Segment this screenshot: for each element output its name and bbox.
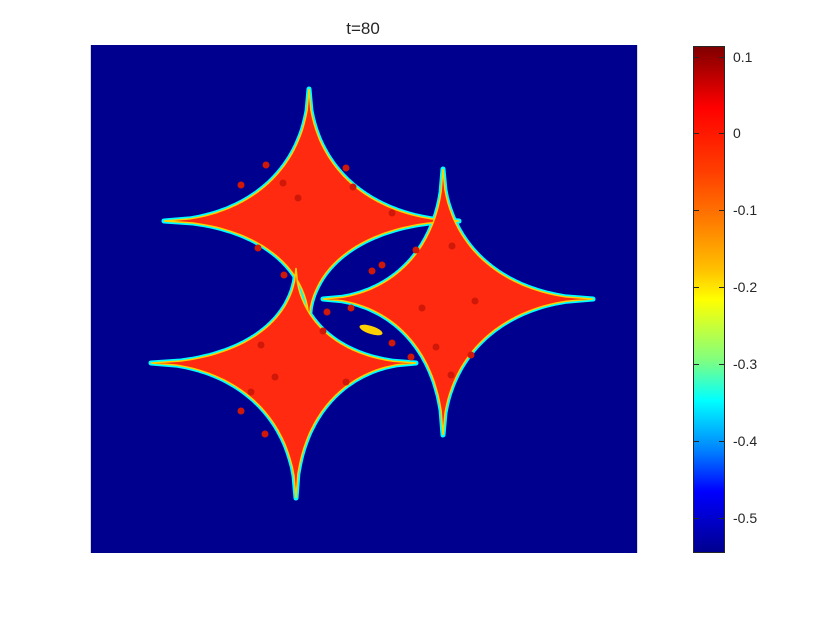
- defect-dot: [280, 271, 288, 279]
- defect-dot: [257, 341, 265, 349]
- chart-title: t=80: [346, 19, 380, 38]
- colorbar-tick: [694, 133, 699, 134]
- defect-dot: [448, 242, 456, 250]
- colorbar-tick: [694, 518, 699, 519]
- defect-dot: [294, 194, 302, 202]
- defect-dot: [447, 371, 455, 379]
- crystal-3: [322, 168, 594, 436]
- colorbar-tick: [719, 518, 724, 519]
- defect-dot: [262, 161, 270, 169]
- colorbar-tick: [694, 441, 699, 442]
- defect-dot: [388, 209, 396, 217]
- defect-dot: [237, 181, 245, 189]
- defect-dot: [467, 351, 475, 359]
- defect-dot: [254, 244, 262, 252]
- heatmap-plot-area: [90, 45, 638, 553]
- colorbar-tick: [719, 441, 724, 442]
- defect-dot: [407, 353, 415, 361]
- colorbar-tick-label: 0.1: [733, 49, 753, 65]
- colorbar-tick: [719, 57, 724, 58]
- colorbar-tick: [719, 287, 724, 288]
- colorbar-tick: [694, 210, 699, 211]
- colorbar-tick: [719, 133, 724, 134]
- colorbar-tick: [719, 364, 724, 365]
- defect-dot: [247, 388, 255, 396]
- colorbar-tick: [694, 287, 699, 288]
- defect-dot: [368, 267, 376, 275]
- colorbar-tick: [694, 364, 699, 365]
- colorbar-tick-label: 0: [733, 125, 741, 141]
- defect-dot: [342, 164, 350, 172]
- crystal-2: [150, 267, 417, 499]
- defect-dot: [323, 308, 331, 316]
- bright-spot: [359, 324, 383, 336]
- colorbar-tick-label: -0.3: [733, 356, 758, 372]
- colorbar-tick-label: -0.5: [733, 510, 758, 526]
- colorbar-tick-label: -0.1: [733, 202, 758, 218]
- colorbar-tick-label: -0.4: [733, 433, 758, 449]
- heatmap-svg: [148, 86, 596, 501]
- defect-dot: [342, 378, 350, 386]
- colorbar: [693, 46, 725, 553]
- defect-dot: [378, 261, 386, 269]
- crystal-bodies: [150, 88, 594, 499]
- defect-dot: [261, 430, 269, 438]
- defect-dot: [412, 246, 420, 254]
- defect-dot: [319, 327, 327, 335]
- colorbar-tick-label: -0.2: [733, 279, 758, 295]
- crystal-1: [163, 88, 460, 322]
- defect-dot: [388, 339, 396, 347]
- colorbar-tick: [694, 57, 699, 58]
- defect-dot: [279, 179, 287, 187]
- defect-dot: [237, 407, 245, 415]
- defect-dot: [432, 343, 440, 351]
- defect-dot: [349, 183, 357, 191]
- defect-dot: [271, 373, 279, 381]
- defect-dot: [418, 304, 426, 312]
- crystal-defects: [237, 161, 479, 438]
- defect-dot: [347, 304, 355, 312]
- defect-dot: [471, 297, 479, 305]
- colorbar-tick: [719, 210, 724, 211]
